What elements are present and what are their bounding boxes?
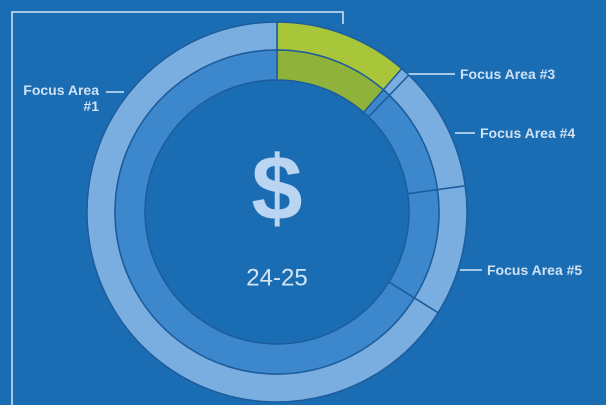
label: Focus Area #3 <box>460 66 556 82</box>
segment <box>387 184 468 314</box>
label: Focus Area #4 <box>480 125 576 141</box>
segment-inner <box>114 49 416 375</box>
label: Focus Area #1 <box>23 82 99 114</box>
center-symbol: $ <box>251 137 302 239</box>
segment <box>86 21 440 403</box>
label: Focus Area #5 <box>487 262 583 278</box>
frame <box>11 11 344 405</box>
donut <box>86 21 468 403</box>
center-label: 24-25 <box>246 264 307 291</box>
